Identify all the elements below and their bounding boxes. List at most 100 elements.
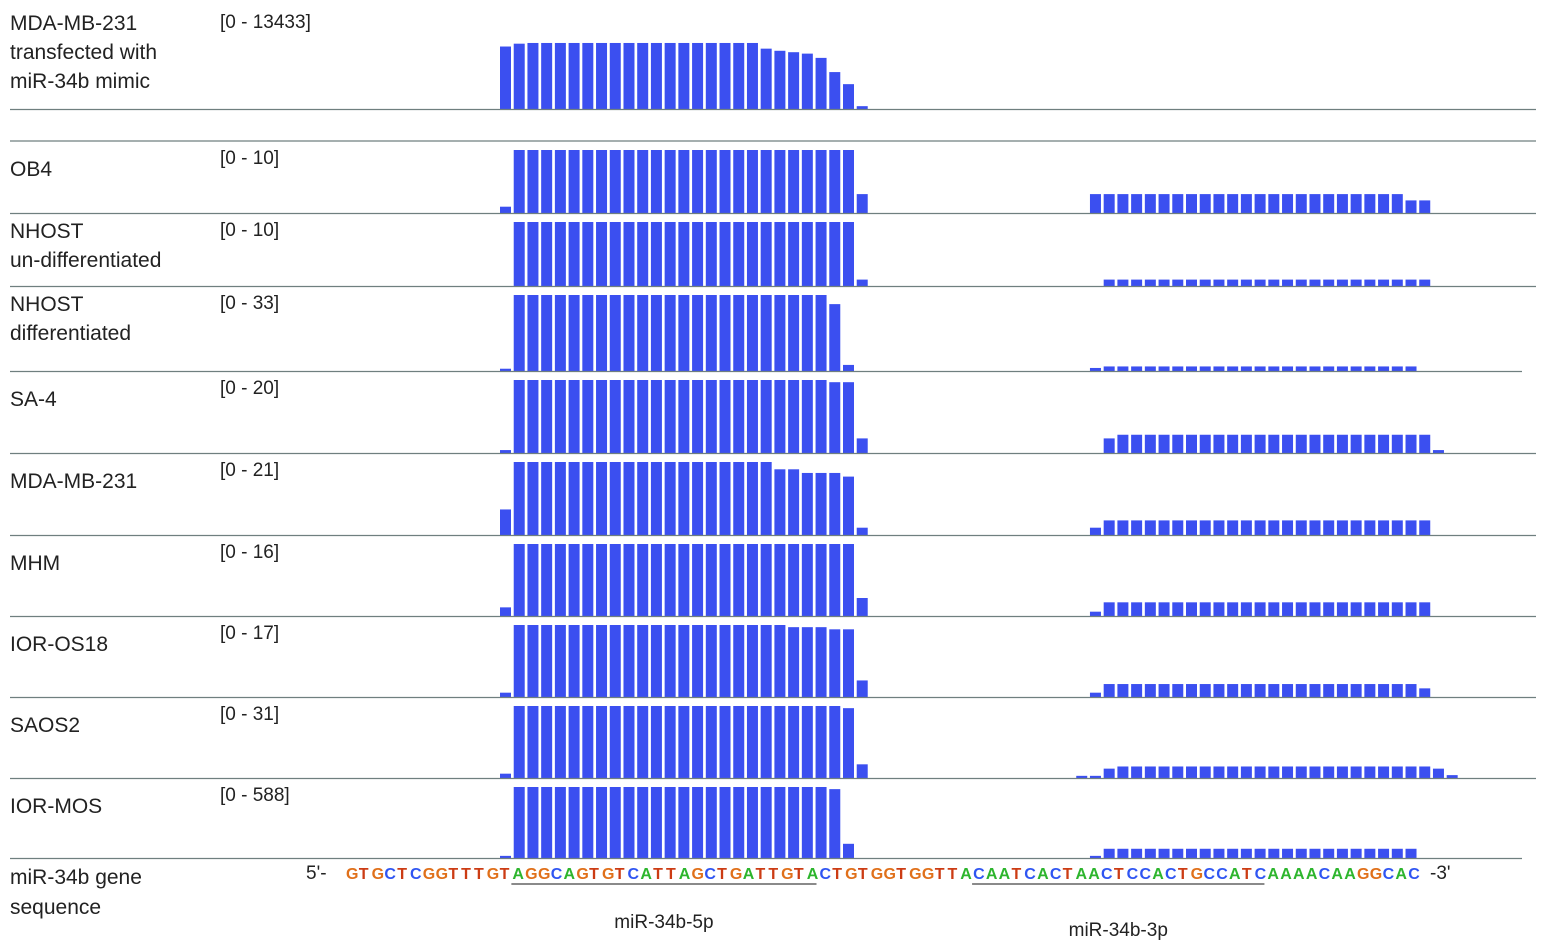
sequence-base: G: [436, 866, 448, 883]
mature-mirna-annotations: miR-34b-5p miR-34b-3p: [511, 883, 1265, 940]
coverage-bar: [1350, 848, 1362, 858]
coverage-bar: [1240, 766, 1252, 778]
sequence-base: T: [474, 866, 484, 883]
coverage-bar: [609, 42, 621, 109]
coverage-bar: [1336, 194, 1348, 213]
track-range: [0 - 10]: [220, 220, 279, 241]
coverage-bar: [596, 42, 608, 109]
coverage-bar: [1186, 279, 1197, 286]
sequence-label-line-1: miR-34b gene: [10, 866, 142, 889]
coverage-bar: [829, 72, 841, 109]
coverage-bar: [1336, 766, 1348, 778]
coverage-bar: [1282, 520, 1294, 535]
coverage-bar: [527, 42, 539, 109]
coverage-bar: [541, 625, 553, 697]
coverage-bar: [1254, 434, 1266, 453]
coverage-bar: [1227, 434, 1239, 453]
sequence-base: A: [1152, 866, 1164, 883]
coverage-bar: [1364, 194, 1376, 213]
coverage-bar: [1227, 366, 1239, 371]
coverage-bar: [1378, 766, 1390, 778]
coverage-bar: [829, 304, 841, 371]
coverage-bar: [788, 380, 800, 453]
sequence-base: T: [935, 866, 945, 883]
coverage-bar: [1076, 775, 1088, 778]
coverage-bar: [1213, 766, 1225, 778]
track-row: IOR-OS18 [0 - 17]: [10, 623, 1536, 699]
coverage-bar: [801, 222, 813, 286]
coverage-bar: [568, 150, 580, 213]
coverage-bar: [829, 544, 841, 616]
coverage-bar: [705, 625, 717, 697]
coverage-bar: [1391, 279, 1403, 286]
coverage-bar: [815, 150, 827, 213]
sequence-base: A: [512, 866, 524, 883]
coverage-bar: [1227, 684, 1239, 697]
sequence-base: T: [1011, 866, 1021, 883]
sequence-base: G: [423, 866, 435, 883]
coverage-bar: [856, 680, 868, 697]
track-label: SA-4: [10, 388, 57, 411]
coverage-bar: [1158, 279, 1170, 286]
coverage-bar: [637, 462, 649, 535]
coverage-bar: [733, 787, 745, 858]
coverage-bar: [856, 598, 868, 616]
coverage-bar: [760, 150, 772, 213]
coverage-bar: [1336, 520, 1348, 535]
coverage-bar: [1254, 366, 1266, 371]
coverage-bar: [1144, 279, 1156, 286]
coverage-bar: [746, 462, 758, 535]
track-label: IOR-OS18: [10, 633, 108, 656]
track-range: [0 - 33]: [220, 293, 279, 314]
coverage-bar: [596, 625, 608, 697]
coverage-bar: [582, 625, 594, 697]
coverage-bar: [746, 295, 758, 371]
sequence-base: A: [1293, 866, 1305, 883]
sequence-base: T: [653, 866, 663, 883]
coverage-bar: [774, 380, 786, 453]
coverage-bar: [1117, 766, 1129, 778]
coverage-bar: [1364, 602, 1376, 616]
coverage-bar: [1117, 434, 1129, 453]
coverage-bar: [1172, 684, 1184, 697]
coverage-bar: [1199, 684, 1211, 697]
sequence-base: A: [1344, 866, 1356, 883]
track-label: miR-34b mimic: [10, 70, 150, 93]
coverage-bar: [733, 706, 745, 778]
sequence-base: T: [448, 866, 458, 883]
coverage-bar: [1350, 520, 1362, 535]
coverage-bar: [1089, 367, 1101, 371]
coverage-bar: [1172, 366, 1184, 371]
coverage-bar: [1295, 434, 1307, 453]
coverage-bar: [1309, 684, 1321, 697]
coverage-bar: [1158, 602, 1170, 616]
coverage-bar: [1364, 684, 1376, 697]
coverage-bar: [733, 380, 745, 453]
coverage-bar: [692, 544, 704, 616]
track-label: SAOS2: [10, 714, 80, 737]
coverage-bar: [527, 787, 539, 858]
coverage-bar: [843, 476, 854, 535]
coverage-bar: [1213, 434, 1225, 453]
coverage-bar: [1227, 194, 1239, 213]
coverage-bar: [1117, 602, 1129, 616]
coverage-bar: [815, 380, 827, 453]
coverage-bar: [541, 706, 553, 778]
coverage-bar: [1131, 279, 1143, 286]
coverage-bar: [1350, 684, 1362, 697]
coverage-bar: [1350, 279, 1362, 286]
coverage-bar: [801, 150, 813, 213]
coverage-bar: [705, 544, 717, 616]
coverage-bar: [815, 295, 827, 371]
coverage-bar: [609, 462, 621, 535]
coverage-bar: [1172, 848, 1184, 858]
coverage-bar: [541, 787, 553, 858]
track-range: [0 - 17]: [220, 623, 279, 644]
coverage-bar: [1254, 194, 1266, 213]
coverage-bar: [801, 706, 813, 778]
coverage-bar: [746, 706, 758, 778]
sequence-base: C: [1024, 866, 1036, 883]
coverage-bar: [774, 222, 786, 286]
coverage-bar: [1213, 684, 1225, 697]
coverage-bar: [623, 787, 635, 858]
